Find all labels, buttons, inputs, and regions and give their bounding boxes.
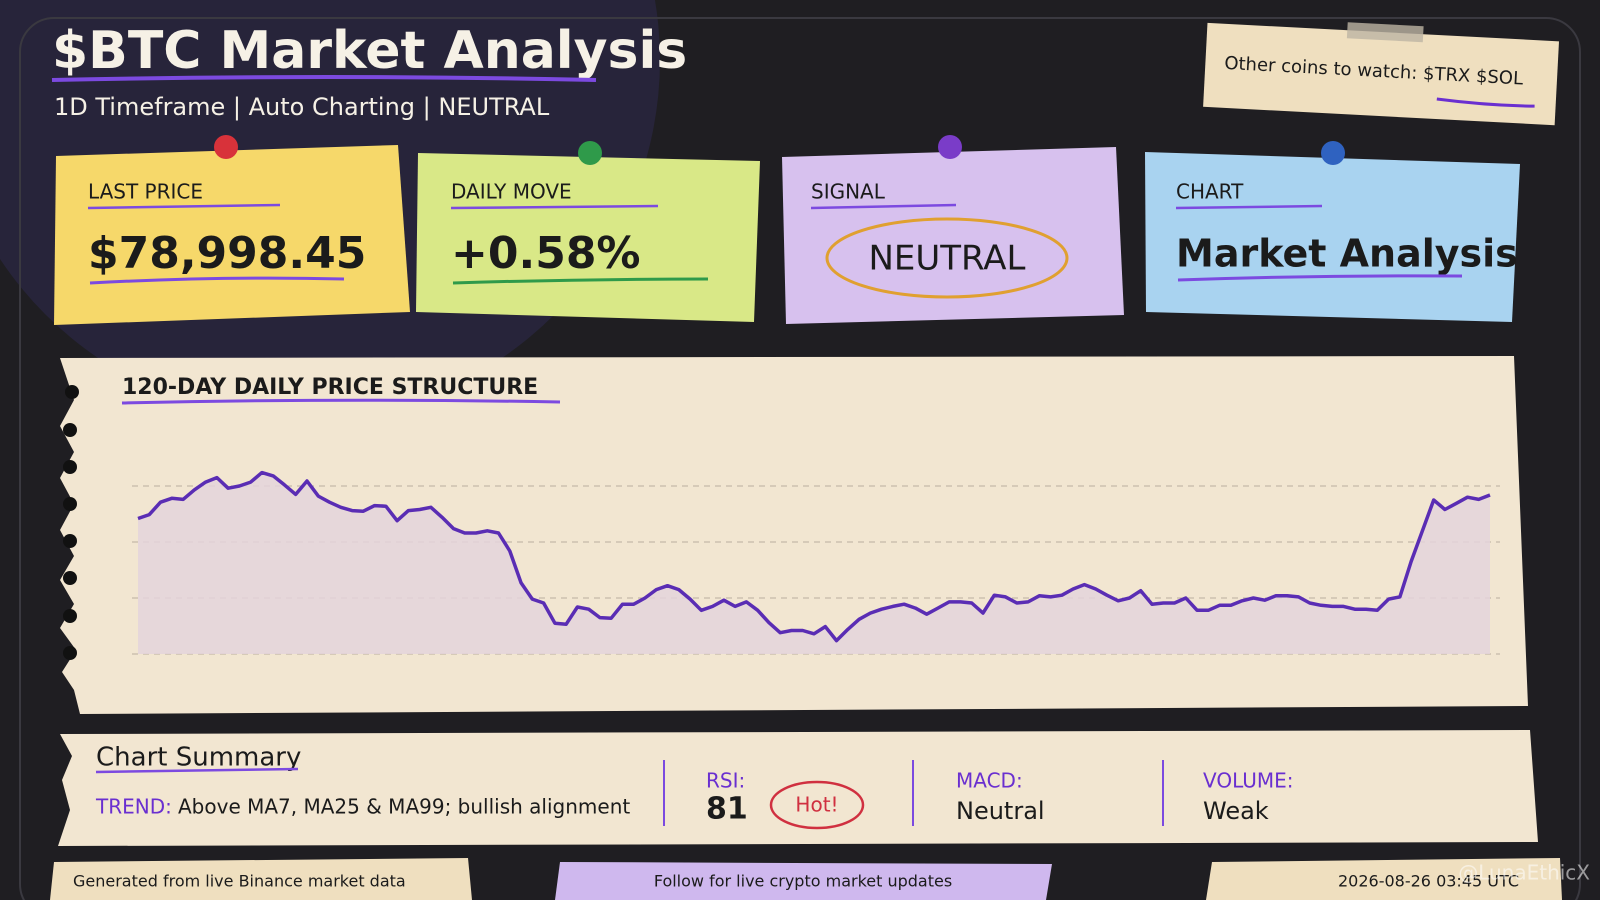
footer-tag — [50, 858, 472, 900]
price-line — [137, 470, 1491, 643]
chart-title: 120-DAY DAILY PRICE STRUCTURE — [122, 375, 538, 400]
card-label: SIGNAL — [811, 180, 886, 204]
card-value: $78,998.45 — [88, 228, 366, 279]
footer-tag — [1206, 858, 1562, 900]
pin — [578, 141, 602, 165]
hot-oval — [769, 780, 865, 830]
card-bg — [782, 147, 1124, 324]
tape — [1346, 22, 1424, 43]
label-underline — [1175, 204, 1323, 210]
macd-value: Neutral — [956, 797, 1045, 825]
chart-title-underline — [121, 398, 561, 405]
pin — [1321, 141, 1345, 165]
pin — [938, 135, 962, 159]
label-underline — [450, 204, 659, 210]
volume-label: VOLUME: — [1203, 769, 1294, 793]
card-label: CHART — [1176, 180, 1244, 204]
price-area — [138, 472, 1490, 654]
footer-tag — [555, 862, 1052, 900]
frame — [19, 17, 1581, 900]
summary-title: Chart Summary — [96, 743, 301, 773]
subtitle: 1D Timeframe | Auto Charting | NEUTRAL — [54, 93, 550, 121]
title-underline — [51, 75, 597, 82]
note-paper — [1203, 22, 1560, 126]
footer-left: Generated from live Binance market data — [73, 872, 406, 891]
rsi-value: 81 — [706, 792, 748, 827]
binder-holes — [63, 385, 79, 660]
value-underline — [89, 276, 345, 285]
label-underline — [87, 203, 281, 210]
watch-note: Other coins to watch: $TRX $SOL — [1203, 22, 1560, 126]
trend-text: Above MA7, MA25 & MA99; bullish alignmen… — [178, 795, 630, 819]
summary-panel — [58, 730, 1538, 846]
title: $BTC Market Analysis — [52, 21, 687, 81]
signal-oval — [825, 217, 1069, 299]
footer-center: Follow for live crypto market updates — [654, 872, 952, 891]
macd-label: MACD: — [956, 769, 1023, 793]
card-value: Market Analysis — [1176, 232, 1518, 276]
footer-right: 2026-08-26 03:45 UTC — [1338, 872, 1519, 891]
card-value: NEUTRAL — [868, 239, 1025, 279]
watermark: @LunaEthicX — [1458, 861, 1590, 885]
volume-value: Weak — [1203, 797, 1269, 825]
plot — [132, 470, 1500, 655]
rsi-tag: Hot! — [795, 793, 838, 817]
pin — [214, 135, 238, 159]
label-underline — [810, 203, 957, 210]
value-underline — [452, 277, 709, 285]
trend-label: TREND: — [95, 795, 172, 819]
summary-underline — [95, 767, 299, 774]
note-underline — [1436, 97, 1535, 108]
card-value: +0.58% — [451, 228, 641, 279]
rsi-label: RSI: — [706, 769, 745, 793]
card-label: LAST PRICE — [88, 180, 203, 204]
card-label: DAILY MOVE — [451, 180, 572, 204]
value-underline — [1177, 274, 1463, 282]
